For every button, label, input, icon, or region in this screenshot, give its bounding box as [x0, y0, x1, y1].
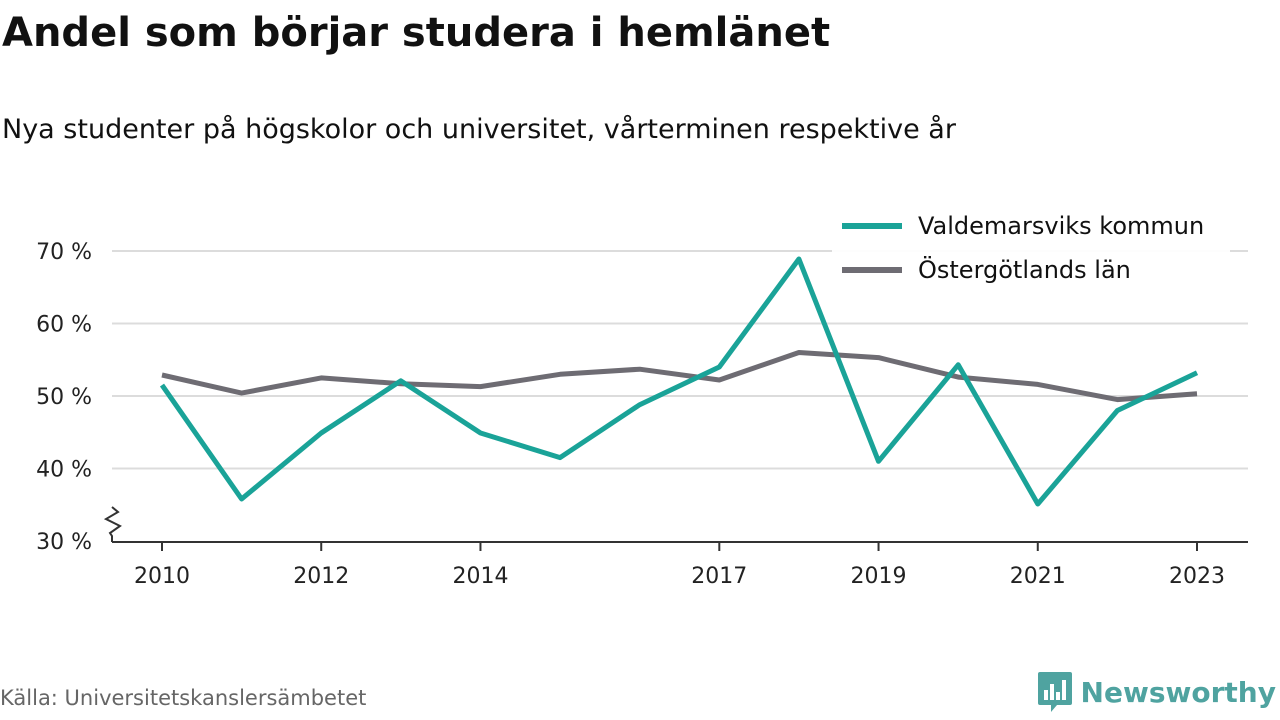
- x-axis: 2010 2012 2014 2017 2019 2021 2023: [112, 541, 1248, 589]
- y-tick-label: 50 %: [36, 385, 92, 410]
- series-line-valdemarsvik: [159, 256, 1199, 507]
- y-tick-label: 60 %: [36, 313, 92, 338]
- source-note: Källa: Universitetskanslersämbetet: [0, 686, 367, 710]
- line-chart: 30 %40 %50 %60 %70 % 2010 2012 2014 2017 201…: [36, 204, 1248, 589]
- x-tick-label: 2019: [851, 564, 907, 589]
- y-tick-label: 40 %: [36, 458, 92, 483]
- brand-name: Newsworthy: [1080, 675, 1276, 709]
- newsworthy-logo-icon: [1037, 672, 1072, 712]
- axis-break-icon: [103, 506, 122, 542]
- y-axis: 30 % 40 % 50 % 60 % 70 %: [36, 240, 122, 555]
- legend-background: [832, 204, 1230, 292]
- x-tick-label: 2014: [452, 564, 508, 589]
- legend-label: Östergötlands län: [918, 255, 1131, 284]
- series-lines: [159, 256, 1199, 507]
- x-tick-label: 2017: [691, 564, 747, 589]
- legend: Valdemarsviks kommun Östergötlands län: [832, 204, 1230, 292]
- brand: Newsworthy: [1037, 670, 1276, 714]
- y-tick-label: 30 %: [36, 530, 92, 555]
- x-tick-label: 2023: [1169, 564, 1225, 589]
- y-tick-label: 70 %: [36, 240, 92, 265]
- chart-title: Andel som börjar studera i hemlänet: [2, 10, 831, 56]
- x-tick-label: 2012: [293, 564, 349, 589]
- x-tick-label: 2010: [134, 564, 190, 589]
- legend-label: Valdemarsviks kommun: [918, 212, 1204, 240]
- series-line-ostergotland: [161, 350, 1198, 403]
- chart-subtitle: Nya studenter på högskolor och universit…: [2, 114, 956, 145]
- x-tick-label: 2021: [1010, 564, 1066, 589]
